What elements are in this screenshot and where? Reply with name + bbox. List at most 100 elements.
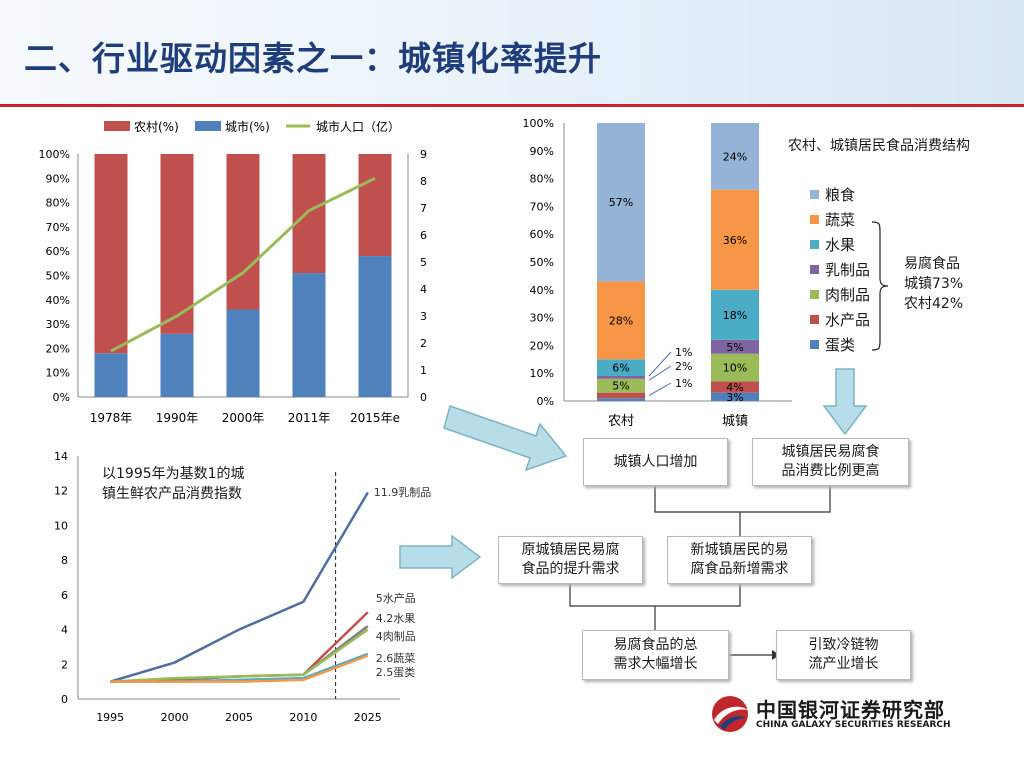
y-tick-label: 60% [530, 228, 554, 241]
series-end-label: 5水产品 [376, 591, 416, 605]
legend-swatch [810, 265, 819, 274]
y-tick-label: 90% [530, 145, 554, 158]
x-tick-label: 1978年 [90, 411, 133, 425]
legend-label: 水果 [825, 236, 856, 254]
legend-label: 肉制品 [825, 286, 871, 304]
x-tick-label: 2025 [354, 711, 382, 724]
legend-swatch [104, 121, 130, 131]
bar-segment [597, 359, 645, 376]
data-label: 36% [723, 234, 747, 247]
x-tick-label: 2011年 [288, 411, 331, 425]
series-end-label: 2.6蔬菜 [376, 652, 416, 665]
legend-swatch [810, 290, 819, 299]
y-tick-label: 0% [537, 395, 554, 408]
legend-label: 农村(%) [134, 120, 179, 134]
bar-segment [711, 339, 759, 354]
flow-box-cold-chain: 引致冷链物 流产业增长 [776, 630, 911, 680]
fresh-index-note: 以1995年为基数1的城 镇生鲜农产品消费指数 [102, 466, 245, 502]
bar-segment [597, 375, 645, 379]
legend-item: 蔬菜 [810, 209, 855, 230]
legend-swatch [810, 240, 819, 249]
callout-line [648, 365, 672, 381]
x-tick-label: 1995 [96, 711, 124, 724]
y-tick-right-label: 2 [420, 337, 427, 350]
bar-urban [94, 353, 128, 397]
x-tick-label: 2000年 [222, 411, 265, 425]
x-tick-label: 2000 [161, 711, 189, 724]
data-label: 24% [723, 150, 747, 163]
bar-segment [597, 378, 645, 393]
y-tick-label: 70% [530, 200, 554, 213]
flow-box-existing-demand: 原城镇居民易腐 食品的提升需求 [498, 536, 643, 584]
y-tick-label: 8 [61, 554, 68, 567]
line-series [110, 654, 369, 683]
line-urban-population [110, 176, 376, 353]
y-tick-label: 4 [61, 624, 68, 637]
legend-label: 城市人口（亿） [316, 119, 400, 134]
bar-segment [711, 392, 759, 401]
bar-urban [160, 333, 194, 397]
logo-english-text: CHINA GALAXY SECURITIES RESEARCH [756, 720, 951, 730]
legend-label: 城市(%) [225, 119, 270, 134]
y-tick-label: 2 [61, 658, 68, 671]
galaxy-logo-icon [712, 696, 748, 732]
slide-title: 二、行业驱动因素之一：城镇化率提升 [24, 39, 602, 78]
company-logo: 中国银河证券研究部 CHINA GALAXY SECURITIES RESEAR… [710, 694, 980, 734]
legend-item: 乳制品 [810, 259, 870, 280]
x-tick-label: 城镇 [722, 414, 748, 429]
legend-label: 乳制品 [825, 261, 871, 279]
y-tick-right-label: 1 [420, 364, 427, 377]
bar-urban [226, 309, 260, 397]
y-tick-left-label: 80% [46, 197, 70, 210]
legend-item: 水果 [810, 234, 855, 255]
bar-rural [226, 154, 260, 310]
flow-box-urban-population: 城镇人口增加 [583, 438, 728, 486]
data-label: 28% [609, 314, 633, 327]
bar-segment [597, 398, 645, 401]
bar-segment [711, 189, 759, 290]
y-tick-right-label: 8 [420, 175, 427, 188]
y-tick-label: 50% [530, 256, 554, 269]
legend-label: 粮食 [825, 186, 856, 204]
bar-urban [292, 273, 326, 397]
flow-box-new-demand: 新城镇居民的易 腐食品新增需求 [667, 536, 812, 584]
data-label: 18% [723, 309, 747, 322]
bar-rural [358, 154, 392, 257]
callout-label: 1% [675, 346, 692, 359]
bar-segment [711, 353, 759, 382]
arrow-to-flow-middle [399, 534, 482, 580]
perishable-brace-note: 易腐食品 城镇73% 农村42% [904, 256, 964, 312]
callout-label: 1% [675, 377, 692, 390]
legend-label: 水产品 [825, 311, 871, 329]
bar-rural [160, 154, 194, 334]
series-end-label: 4肉制品 [376, 630, 416, 643]
y-tick-right-label: 9 [420, 148, 427, 161]
series-end-label: 2.5蛋类 [376, 665, 416, 679]
bar-segment [711, 289, 759, 340]
y-tick-left-label: 90% [46, 172, 70, 185]
header-banner [0, 0, 1024, 104]
x-tick-label: 2005 [225, 711, 253, 724]
y-tick-label: 40% [530, 284, 554, 297]
legend-swatch [810, 215, 819, 224]
y-tick-left-label: 60% [46, 245, 70, 258]
y-tick-left-label: 10% [46, 367, 70, 380]
y-tick-left-label: 0% [53, 391, 70, 404]
bar-rural [94, 154, 128, 354]
y-tick-label: 14 [54, 450, 68, 463]
line-series [110, 628, 369, 683]
legend-swatch [810, 190, 819, 199]
arrow-down-from-legend [822, 368, 868, 436]
y-tick-left-label: 50% [46, 270, 70, 283]
header-divider [0, 104, 1024, 107]
fresh-index-chart: 0 2 4 6 8 10 12 14 1995 2000 2005 2010 2025 11.9乳制品 5水… [54, 450, 431, 724]
bar-segment [597, 392, 645, 399]
y-tick-label: 100% [523, 117, 554, 130]
logo-chinese-text: 中国银河证券研究部 [756, 698, 945, 722]
legend-item: 粮食 [810, 184, 855, 205]
y-tick-right-label: 0 [420, 391, 427, 404]
y-tick-label: 80% [530, 173, 554, 186]
bar-segment [597, 123, 645, 282]
bar-rural [292, 154, 326, 274]
line-series [109, 491, 369, 683]
